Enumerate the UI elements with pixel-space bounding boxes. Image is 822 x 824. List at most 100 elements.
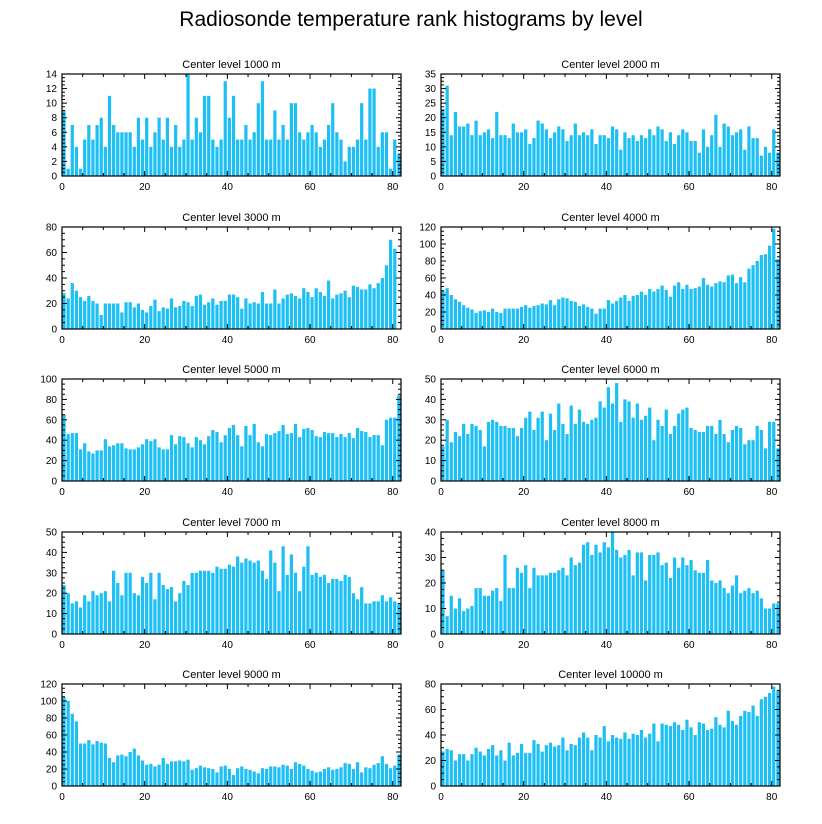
- bar: [120, 312, 124, 329]
- x-tick-label: 40: [601, 335, 613, 346]
- bar: [767, 421, 772, 481]
- x-tick-label: 0: [59, 335, 65, 346]
- bar: [681, 729, 685, 786]
- bar: [615, 129, 619, 176]
- bar: [219, 442, 223, 481]
- bar: [648, 289, 652, 329]
- bar: [730, 274, 735, 329]
- x-tick-label: 0: [59, 182, 65, 193]
- bar: [103, 303, 107, 329]
- bar: [165, 117, 169, 176]
- bar: [536, 120, 540, 176]
- bar: [462, 754, 466, 786]
- bar: [355, 427, 360, 481]
- y-tick-label: 80: [46, 395, 58, 406]
- bar: [569, 557, 573, 634]
- bar: [586, 737, 590, 786]
- bar: [652, 291, 656, 329]
- bar: [710, 286, 714, 329]
- bar: [194, 117, 198, 176]
- bar: [767, 152, 772, 176]
- bar: [449, 442, 453, 481]
- y-tick-label: 60: [46, 415, 58, 426]
- bar: [747, 268, 751, 329]
- bar: [174, 444, 178, 481]
- bar: [128, 449, 132, 481]
- bar: [331, 433, 335, 481]
- bar: [631, 295, 635, 329]
- bar: [445, 85, 449, 176]
- bar: [277, 591, 281, 634]
- bar: [149, 441, 153, 481]
- bar: [215, 304, 219, 329]
- x-tick-label: 0: [59, 640, 65, 651]
- bar: [656, 126, 660, 176]
- bar: [499, 425, 503, 481]
- bar: [165, 763, 169, 786]
- bar: [335, 437, 339, 481]
- bar: [360, 431, 364, 481]
- bar: [734, 575, 739, 634]
- bar: [507, 588, 511, 634]
- bar: [277, 303, 281, 329]
- bar: [561, 737, 565, 786]
- bar: [260, 768, 265, 786]
- bar: [231, 294, 236, 329]
- y-tick-label: 80: [425, 680, 437, 691]
- bar: [248, 560, 252, 634]
- bar: [648, 129, 652, 176]
- bar: [219, 766, 223, 786]
- bar: [293, 103, 298, 176]
- bar: [569, 405, 573, 481]
- x-tick-label: 80: [766, 335, 778, 346]
- bar: [486, 129, 491, 176]
- bar: [384, 265, 389, 329]
- bar: [507, 427, 511, 481]
- bar: [681, 129, 685, 176]
- y-tick-label: 40: [46, 748, 58, 759]
- bar: [318, 146, 322, 176]
- bar: [252, 302, 256, 329]
- bar: [544, 745, 548, 786]
- bar: [112, 570, 116, 634]
- bar: [755, 261, 759, 329]
- bar: [581, 544, 586, 634]
- bar: [198, 570, 203, 634]
- bar: [581, 304, 586, 329]
- bar: [136, 117, 141, 176]
- y-tick-label: 25: [425, 99, 437, 110]
- bar: [384, 601, 389, 634]
- bar: [231, 424, 236, 481]
- bar: [227, 564, 231, 634]
- bar: [486, 749, 491, 786]
- bar: [339, 580, 343, 634]
- bar: [499, 600, 503, 634]
- bar: [482, 132, 486, 176]
- bar: [553, 572, 557, 634]
- bar: [590, 554, 594, 634]
- bar: [668, 434, 673, 481]
- bar: [751, 705, 755, 786]
- bar: [314, 572, 318, 634]
- bar: [466, 760, 470, 786]
- y-tick-label: 60: [425, 705, 437, 716]
- bar: [441, 751, 445, 786]
- bar: [602, 726, 606, 786]
- bar: [776, 259, 780, 329]
- bar: [594, 735, 598, 786]
- bar: [772, 421, 776, 481]
- x-tick-label: 40: [222, 335, 234, 346]
- bar: [285, 574, 289, 634]
- x-tick-label: 80: [387, 335, 399, 346]
- bar: [532, 306, 536, 329]
- y-tick-label: 20: [46, 456, 58, 467]
- bar: [120, 443, 124, 481]
- bar: [743, 149, 747, 176]
- bar: [153, 439, 157, 481]
- bar: [211, 572, 215, 634]
- bar: [66, 593, 70, 634]
- bar: [730, 585, 735, 634]
- bar: [198, 440, 203, 481]
- bar: [693, 570, 697, 634]
- bar: [62, 293, 66, 329]
